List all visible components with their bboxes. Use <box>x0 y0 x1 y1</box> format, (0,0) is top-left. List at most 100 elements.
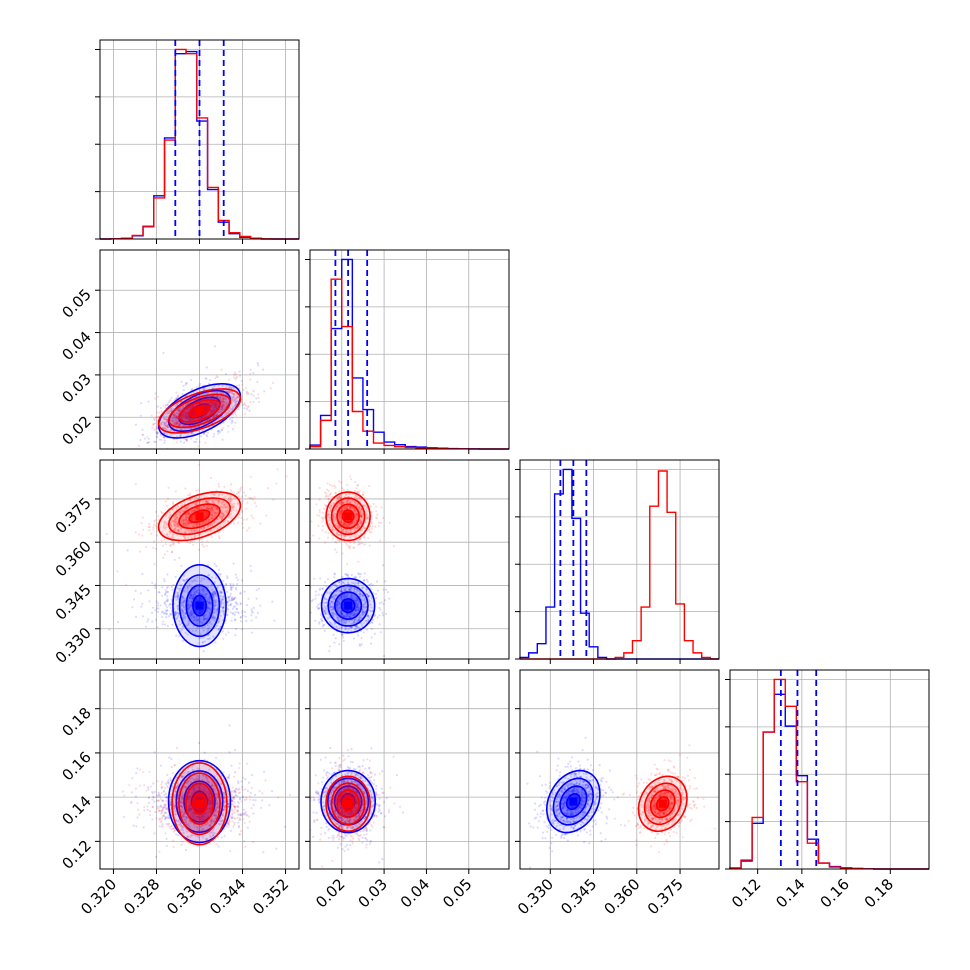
scatter-point <box>196 506 199 509</box>
scatter-point <box>171 419 174 422</box>
scatter-point <box>199 523 202 526</box>
scatter-point <box>169 523 172 527</box>
scatter-point <box>200 402 203 405</box>
scatter-point <box>227 411 230 415</box>
scatter-point <box>193 509 196 512</box>
scatter-point <box>174 520 177 524</box>
scatter-point <box>332 596 335 599</box>
scatter-point <box>343 589 346 592</box>
scatter-point <box>178 584 181 587</box>
scatter-point <box>357 599 360 602</box>
scatter-point <box>202 590 205 594</box>
scatter-point <box>231 392 235 395</box>
scatter-point <box>171 534 174 537</box>
scatter-point <box>197 618 200 621</box>
scatter-point <box>226 511 229 514</box>
scatter-point <box>216 398 219 401</box>
scatter-point <box>169 530 172 533</box>
scatter-point <box>181 639 184 643</box>
scatter-point <box>337 539 340 542</box>
scatter-point <box>382 603 385 606</box>
scatter-point <box>212 616 215 620</box>
scatter-point <box>334 637 337 640</box>
scatter-point <box>223 604 226 607</box>
scatter-point <box>164 604 167 607</box>
scatter-point <box>223 513 226 516</box>
scatter-point <box>228 410 231 413</box>
scatter-point <box>185 524 188 527</box>
scatter-point <box>206 505 209 508</box>
scatter-point <box>189 492 192 495</box>
scatter-point <box>216 609 219 612</box>
scatter-point <box>175 416 178 419</box>
scatter-point <box>197 489 200 492</box>
scatter-point <box>169 433 172 436</box>
scatter-point <box>168 602 171 605</box>
scatter-point <box>245 404 248 407</box>
scatter-point <box>229 417 232 421</box>
scatter-point <box>180 604 183 607</box>
scatter-point <box>360 515 363 518</box>
scatter-point <box>255 588 258 591</box>
scatter-point <box>184 411 187 414</box>
scatter-point <box>174 613 177 616</box>
scatter-point <box>204 594 207 597</box>
scatter-point <box>235 607 238 611</box>
scatter-point <box>217 621 220 624</box>
scatter-point <box>190 613 193 616</box>
scatter-point <box>178 422 182 425</box>
scatter-point <box>364 606 368 609</box>
scatter-point <box>163 553 166 556</box>
scatter-point <box>331 606 334 609</box>
scatter-point <box>362 612 365 616</box>
scatter-point <box>174 518 178 521</box>
scatter-point <box>222 404 225 407</box>
scatter-point <box>195 589 198 592</box>
scatter-point <box>186 578 189 581</box>
scatter-point <box>165 427 168 430</box>
scatter-point <box>201 507 204 510</box>
scatter-point <box>322 623 325 627</box>
scatter-point <box>346 575 350 578</box>
grid <box>757 670 891 869</box>
scatter-point <box>208 601 211 604</box>
scatter-point <box>181 625 184 629</box>
scatter-point <box>147 526 150 529</box>
scatter-point <box>213 507 217 510</box>
scatter-point <box>381 611 384 615</box>
scatter-point <box>160 438 163 441</box>
scatter-point <box>383 654 386 658</box>
scatter-point <box>318 621 321 624</box>
scatter-point <box>252 371 255 375</box>
scatter-point <box>358 573 361 576</box>
scatter-point <box>193 592 197 596</box>
scatter-point <box>164 406 167 409</box>
scatter-point <box>338 643 341 646</box>
scatter-point <box>174 528 177 531</box>
scatter-point <box>175 415 178 418</box>
scatter-point <box>210 404 213 407</box>
scatter-point <box>219 601 222 604</box>
scatter-point <box>172 520 175 523</box>
scatter-point <box>230 419 233 422</box>
scatter-point <box>166 403 169 407</box>
scatter-point <box>217 483 220 486</box>
scatter-point <box>229 391 233 394</box>
scatter-point <box>229 611 232 614</box>
scatter-point <box>336 524 339 527</box>
scatter-point <box>256 362 259 365</box>
scatter-point <box>178 423 181 426</box>
scatter-point <box>163 439 166 442</box>
scatter-point <box>331 608 334 611</box>
scatter-point <box>364 600 367 604</box>
scatter-point <box>221 408 224 411</box>
scatter-point <box>217 535 221 538</box>
scatter-point <box>190 614 193 617</box>
scatter-point <box>353 514 357 517</box>
scatter-point <box>156 610 160 614</box>
scatter-point <box>159 406 163 409</box>
scatter-point <box>176 415 179 418</box>
scatter-point <box>225 510 228 513</box>
scatter-point <box>233 412 237 415</box>
scatter-point <box>285 475 288 478</box>
